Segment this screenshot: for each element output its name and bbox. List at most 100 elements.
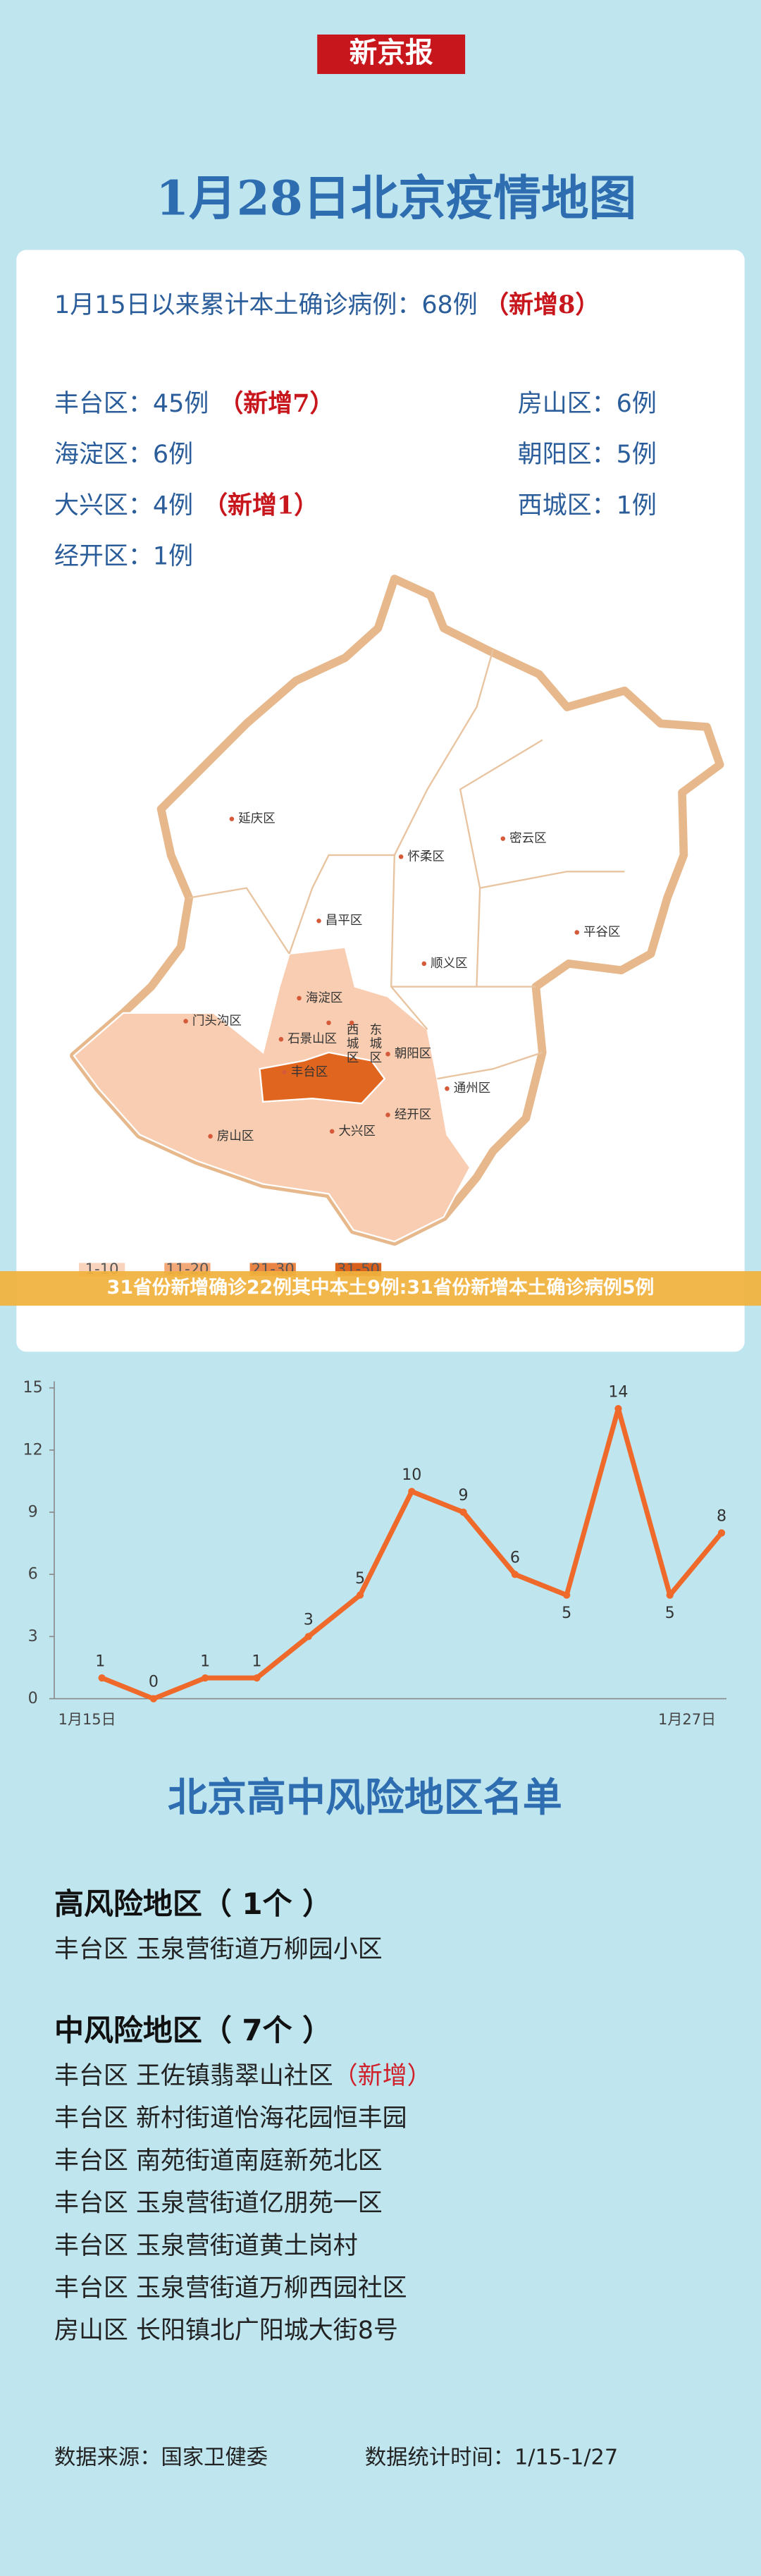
medium-risk-item: 丰台区 玉泉营街道亿朋苑一区 bbox=[54, 2190, 383, 2218]
map-dot bbox=[208, 1134, 213, 1139]
map-label: 西城区 bbox=[345, 1023, 359, 1065]
map-dot bbox=[297, 995, 302, 1001]
point bbox=[202, 1674, 209, 1682]
map-dot bbox=[421, 961, 427, 967]
medium-risk-title: 中风险地区（ 7个 ） bbox=[54, 2013, 332, 2048]
district: 丰台区：45例 （新增7） bbox=[54, 388, 335, 418]
point bbox=[149, 1695, 158, 1703]
point bbox=[304, 1633, 312, 1640]
x-tick-label: 1月27日 bbox=[658, 1711, 716, 1728]
map-label: 东城区 bbox=[368, 1023, 382, 1065]
map-dot bbox=[574, 930, 580, 935]
map-label: 门头沟区 bbox=[192, 1014, 242, 1029]
district-text: 经开区：1例 bbox=[54, 543, 193, 571]
map-dot bbox=[282, 1069, 287, 1075]
map-dot bbox=[385, 1051, 390, 1057]
value-label: 3 bbox=[304, 1611, 314, 1629]
news-banner: 31省份新增确诊22例其中本土9例:31省份新增本土确诊病例5例 bbox=[107, 1276, 655, 1299]
point bbox=[717, 1529, 726, 1537]
map-label: 房山区 bbox=[217, 1129, 254, 1143]
value-label: 10 bbox=[402, 1466, 421, 1484]
map-dot bbox=[183, 1019, 188, 1024]
logo-box bbox=[317, 34, 466, 74]
medium-risk-item: 丰台区 王佐镇翡翠山社区（新增） bbox=[54, 2062, 432, 2090]
banner-bg bbox=[0, 1271, 761, 1306]
y-tick-label: 9 bbox=[28, 1503, 38, 1521]
point bbox=[98, 1674, 106, 1682]
district-text: 丰台区：45例 bbox=[54, 390, 209, 418]
map-dot bbox=[278, 1036, 284, 1042]
medium-risk-item: 丰台区 玉泉营街道黄土岗村 bbox=[54, 2232, 358, 2260]
border bbox=[189, 887, 290, 955]
map-dot bbox=[445, 1086, 450, 1091]
summary: 1月15日以来累计本土确诊病例：68例 （新增8） bbox=[54, 290, 600, 319]
district: 西城区：1例 bbox=[518, 491, 657, 520]
map-label: 海淀区 bbox=[306, 991, 342, 1005]
point bbox=[356, 1591, 364, 1599]
district: 大兴区：4例 （新增1） bbox=[54, 491, 318, 520]
district: 房山区：6例 bbox=[518, 390, 657, 418]
district-text: 朝阳区：5例 bbox=[518, 441, 657, 469]
value-label: 5 bbox=[665, 1604, 675, 1622]
medium-risk-item-note: （新增） bbox=[333, 2062, 432, 2090]
y-tick-label: 0 bbox=[28, 1689, 38, 1707]
medium-risk-item: 丰台区 南苑街道南庭新苑北区 bbox=[54, 2147, 383, 2175]
y-tick-label: 3 bbox=[28, 1627, 38, 1645]
border bbox=[288, 649, 494, 955]
value-label: 1 bbox=[200, 1652, 210, 1670]
map-dot bbox=[229, 816, 235, 821]
value-label: 0 bbox=[149, 1673, 159, 1691]
district-text: 海淀区：6例 bbox=[54, 441, 193, 469]
map-label: 石景山区 bbox=[287, 1032, 337, 1046]
map-dot bbox=[398, 854, 404, 859]
district-note: （新增1） bbox=[203, 491, 318, 520]
value-label: 5 bbox=[562, 1604, 571, 1622]
district: 经开区：1例 bbox=[54, 543, 193, 571]
point bbox=[459, 1508, 467, 1516]
point bbox=[666, 1591, 674, 1599]
map-dot bbox=[385, 1112, 390, 1117]
map-label: 朝阳区 bbox=[395, 1047, 431, 1061]
map-label: 顺义区 bbox=[431, 957, 467, 971]
value-label: 1 bbox=[95, 1652, 105, 1670]
medium-risk-item: 丰台区 玉泉营街道万柳西园社区 bbox=[54, 2274, 407, 2302]
section-title: 北京高中风险地区名单 bbox=[168, 1774, 562, 1821]
y-tick-label: 6 bbox=[28, 1565, 38, 1583]
value-label: 9 bbox=[459, 1486, 469, 1504]
district: 朝阳区：5例 bbox=[518, 441, 657, 469]
y-tick-label: 15 bbox=[23, 1378, 43, 1397]
map-dot bbox=[329, 1129, 335, 1134]
map-label: 平谷区 bbox=[583, 926, 620, 940]
medium-risk-item-text: 房山区 长阳镇北广阳城大街8号 bbox=[54, 2317, 398, 2345]
value-label: 8 bbox=[717, 1507, 726, 1526]
value-label: 1 bbox=[252, 1652, 261, 1670]
map-label: 怀柔区 bbox=[407, 850, 444, 864]
map-label: 通州区 bbox=[454, 1081, 490, 1096]
medium-risk-item-text: 丰台区 玉泉营街道万柳西园社区 bbox=[54, 2274, 407, 2302]
high-risk-item-text: 丰台区 玉泉营街道万柳园小区 bbox=[54, 1935, 383, 1963]
value-label: 5 bbox=[355, 1569, 365, 1588]
footer-source: 数据来源：国家卫健委 bbox=[54, 2446, 268, 2470]
district-note: （新增7） bbox=[218, 388, 334, 417]
summary-note: （新增8） bbox=[484, 290, 600, 319]
border bbox=[476, 871, 625, 987]
point bbox=[563, 1591, 571, 1599]
summary-text: 1月15日以来累计本土确诊病例：68例 bbox=[54, 291, 478, 319]
district-text: 大兴区：4例 bbox=[54, 491, 193, 520]
footer-period: 数据统计时间：1/15-1/27 bbox=[365, 2446, 618, 2470]
border bbox=[459, 739, 543, 888]
high-risk-title: 高风险地区（ 1个 ） bbox=[54, 1887, 332, 1921]
medium-risk-item-text: 丰台区 南苑街道南庭新苑北区 bbox=[54, 2147, 383, 2175]
medium-risk-item-text: 丰台区 玉泉营街道黄土岗村 bbox=[54, 2232, 358, 2260]
map-label: 经开区 bbox=[395, 1108, 431, 1122]
border bbox=[437, 1051, 543, 1080]
map-dot bbox=[316, 918, 321, 924]
district-text: 房山区：6例 bbox=[518, 390, 657, 418]
x-tick-label: 1月15日 bbox=[58, 1711, 116, 1728]
medium-risk-item-text: 丰台区 玉泉营街道亿朋苑一区 bbox=[54, 2190, 383, 2218]
value-label: 14 bbox=[608, 1382, 628, 1401]
map-dot bbox=[500, 836, 506, 841]
medium-risk-item: 房山区 长阳镇北广阳城大街8号 bbox=[54, 2317, 398, 2345]
